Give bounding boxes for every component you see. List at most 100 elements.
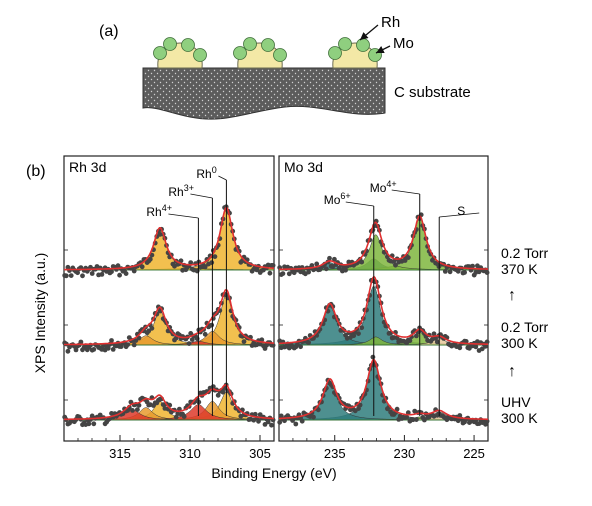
data-point xyxy=(315,407,321,413)
peak-label-superscript: 6+ xyxy=(340,191,350,201)
spectrum xyxy=(62,204,276,279)
rh-pointer-arrow xyxy=(359,24,379,41)
label-leader-line xyxy=(439,212,480,218)
data-point xyxy=(484,339,490,345)
data-point xyxy=(447,269,453,275)
peak-label-superscript: 4+ xyxy=(386,179,396,189)
data-point xyxy=(215,392,221,398)
mo-plot-frame xyxy=(278,155,489,442)
spectrum xyxy=(62,288,276,354)
peak-label-text: Rh xyxy=(146,205,161,219)
rh-mo-particle xyxy=(328,37,382,69)
peak-label: Mo4+ xyxy=(370,179,397,195)
mo-ball xyxy=(233,46,247,60)
data-point xyxy=(270,263,276,268)
data-point xyxy=(75,270,80,276)
data-point xyxy=(470,263,475,269)
data-point xyxy=(434,339,440,345)
label-leader-line xyxy=(391,189,420,195)
data-point xyxy=(405,255,411,260)
x-tick-label: 315 xyxy=(109,446,131,461)
label-leader-line xyxy=(168,213,199,219)
data-point xyxy=(254,267,260,273)
substrate-label: C substrate xyxy=(394,84,471,101)
data-point xyxy=(291,270,297,276)
data-point xyxy=(178,258,184,264)
peak-label: S xyxy=(457,204,465,218)
data-point xyxy=(105,345,111,351)
data-point xyxy=(407,338,413,344)
data-point xyxy=(109,269,114,275)
data-point xyxy=(91,421,97,427)
data-point xyxy=(282,418,287,424)
fit-envelope xyxy=(64,383,274,421)
data-point xyxy=(188,331,194,336)
condition-1-line1: 0.2 Torr xyxy=(501,245,549,261)
data-point xyxy=(286,271,292,277)
data-point xyxy=(433,335,438,341)
data-point xyxy=(356,331,361,336)
peak-label: Rh3+ xyxy=(168,183,194,199)
data-point xyxy=(431,331,437,337)
rh-label: Rh xyxy=(381,14,400,31)
data-point xyxy=(149,325,155,331)
data-point xyxy=(422,417,427,423)
spectrum xyxy=(277,354,490,427)
data-point xyxy=(202,331,208,337)
data-point xyxy=(414,417,419,422)
data-point xyxy=(394,406,400,412)
peak-label: Mo6+ xyxy=(324,191,351,207)
data-point xyxy=(188,260,194,265)
substrate xyxy=(142,67,386,120)
mo-ball xyxy=(328,46,342,60)
data-point xyxy=(351,333,357,339)
data-point xyxy=(189,337,195,342)
data-point xyxy=(99,272,105,277)
data-point xyxy=(135,407,140,412)
data-point xyxy=(393,262,398,268)
data-point xyxy=(181,414,187,419)
data-point xyxy=(146,328,152,334)
data-point xyxy=(80,273,85,279)
mo-pointer-arrow xyxy=(375,45,391,54)
data-point xyxy=(212,254,218,259)
data-point xyxy=(131,268,137,274)
condition-3-line1: UHV xyxy=(501,394,531,410)
mo-label: Mo xyxy=(393,35,414,52)
data-point xyxy=(391,259,397,264)
data-point xyxy=(202,264,208,270)
data-point xyxy=(402,258,408,263)
fit-envelope xyxy=(278,358,488,421)
data-point xyxy=(327,255,332,261)
mo-plot-title: Mo 3d xyxy=(284,159,323,175)
data-point xyxy=(306,269,311,275)
data-point xyxy=(473,344,479,350)
data-point xyxy=(123,271,129,276)
data-point xyxy=(277,419,283,425)
data-point xyxy=(63,273,69,279)
data-point xyxy=(356,406,361,411)
data-point xyxy=(370,354,376,360)
data-point xyxy=(125,342,131,348)
label-leader-line xyxy=(345,201,374,207)
panel-a-label: (a) xyxy=(99,23,119,40)
mo-ball xyxy=(368,48,382,62)
mo-ball xyxy=(193,48,207,62)
data-point xyxy=(311,414,316,420)
data-point xyxy=(457,413,463,418)
data-point xyxy=(343,267,348,273)
data-point xyxy=(309,263,315,268)
data-point xyxy=(220,389,226,395)
data-point xyxy=(265,419,271,425)
mo-ball xyxy=(243,37,257,51)
data-point xyxy=(139,264,145,270)
rh-plot-title: Rh 3d xyxy=(69,159,106,175)
data-point xyxy=(269,422,274,428)
peak-label-text: Rh xyxy=(168,185,183,199)
arrow-up-icon: ↑ xyxy=(508,287,516,304)
x-tick-label: 225 xyxy=(463,446,485,461)
data-point xyxy=(89,271,95,276)
data-point xyxy=(110,347,116,352)
